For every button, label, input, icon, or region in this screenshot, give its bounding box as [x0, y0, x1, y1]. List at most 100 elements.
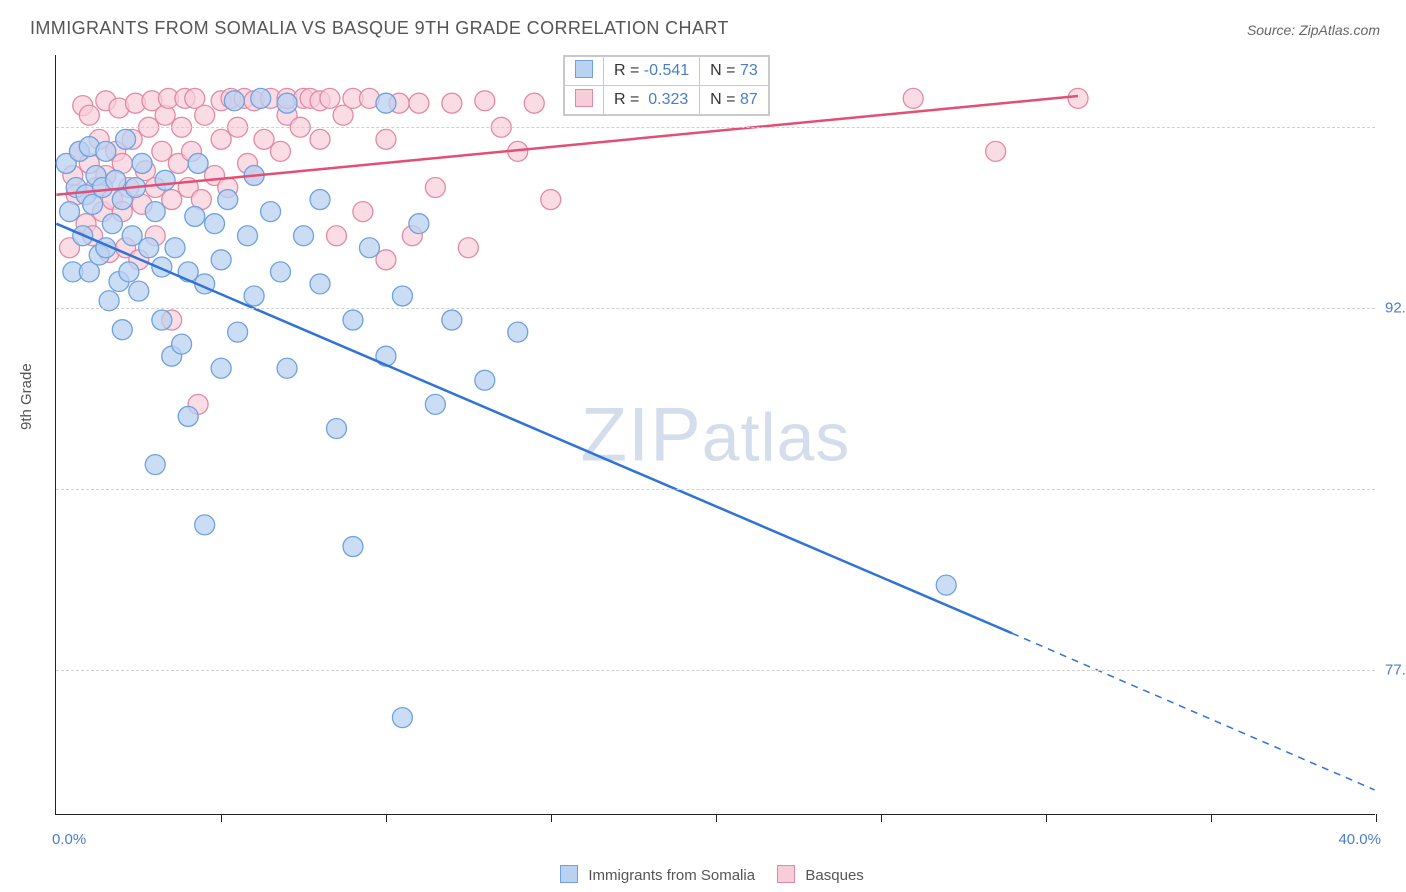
y-axis-label: 9th Grade	[18, 363, 35, 430]
basques-point	[79, 105, 99, 125]
basques-point	[327, 226, 347, 246]
basques-point	[458, 238, 478, 258]
basques-point	[986, 141, 1006, 161]
somalia-point	[376, 93, 396, 113]
somalia-point	[165, 238, 185, 258]
r-label: R =	[614, 62, 639, 79]
n-label: N =	[710, 62, 735, 79]
somalia-point	[155, 170, 175, 190]
chart-svg	[56, 55, 1375, 814]
somalia-point	[152, 310, 172, 330]
somalia-point	[132, 153, 152, 173]
basques-point	[442, 93, 462, 113]
source-prefix: Source:	[1247, 22, 1299, 38]
somalia-point	[218, 190, 238, 210]
somalia-point	[327, 418, 347, 438]
somalia-point	[277, 358, 297, 378]
somalia-point	[343, 537, 363, 557]
chart-title: IMMIGRANTS FROM SOMALIA VS BASQUE 9TH GR…	[30, 18, 729, 39]
plot-area: ZIPatlas R = -0.541 N = 73 R = 0.323 N =…	[55, 55, 1375, 815]
n-value-somalia: 73	[740, 62, 758, 79]
stats-row-somalia: R = -0.541 N = 73	[565, 57, 769, 86]
somalia-point	[119, 262, 139, 282]
somalia-point	[310, 274, 330, 294]
somalia-point	[96, 141, 116, 161]
legend-label-basques: Basques	[805, 867, 863, 884]
somalia-point	[211, 250, 231, 270]
somalia-point	[224, 91, 244, 111]
somalia-point	[116, 129, 136, 149]
basques-point	[353, 202, 373, 222]
basques-point	[320, 88, 340, 108]
somalia-point	[508, 322, 528, 342]
r-label: R =	[614, 91, 639, 108]
r-value-somalia: -0.541	[644, 62, 689, 79]
basques-point	[409, 93, 429, 113]
somalia-point	[211, 358, 231, 378]
somalia-point	[270, 262, 290, 282]
r-value-basques: 0.323	[648, 91, 688, 108]
somalia-point	[112, 320, 132, 340]
gridline-horizontal	[56, 308, 1375, 309]
somalia-point	[195, 515, 215, 535]
somalia-point	[277, 93, 297, 113]
x-axis-tick	[1046, 814, 1047, 822]
gridline-horizontal	[56, 489, 1375, 490]
n-label: N =	[710, 91, 735, 108]
x-axis-tick	[1211, 814, 1212, 822]
basques-point	[152, 141, 172, 161]
basques-point	[541, 190, 561, 210]
basques-point	[1068, 88, 1088, 108]
basques-point	[270, 141, 290, 161]
gridline-horizontal	[56, 127, 1375, 128]
x-axis-tick	[881, 814, 882, 822]
legend-label-somalia: Immigrants from Somalia	[588, 867, 755, 884]
gridline-horizontal	[56, 670, 1375, 671]
somalia-point	[409, 214, 429, 234]
chart-source: Source: ZipAtlas.com	[1247, 22, 1380, 38]
legend-swatch-somalia	[560, 865, 578, 883]
somalia-point	[188, 153, 208, 173]
somalia-point	[122, 226, 142, 246]
somalia-point	[251, 88, 271, 108]
correlation-stats-box: R = -0.541 N = 73 R = 0.323 N = 87	[563, 55, 770, 116]
somalia-point	[205, 214, 225, 234]
trend-line	[56, 224, 1012, 634]
trend-line	[1012, 633, 1375, 790]
somalia-point	[129, 281, 149, 301]
somalia-point	[392, 708, 412, 728]
basques-point	[195, 105, 215, 125]
somalia-point	[178, 406, 198, 426]
somalia-point	[392, 286, 412, 306]
somalia-point	[185, 206, 205, 226]
source-name: ZipAtlas.com	[1299, 22, 1380, 38]
basques-point	[425, 178, 445, 198]
legend-swatch-basques	[777, 865, 795, 883]
x-axis-label-max: 40.0%	[1338, 831, 1381, 848]
n-value-basques: 87	[740, 91, 758, 108]
basques-point	[475, 91, 495, 111]
somalia-point	[145, 455, 165, 475]
somalia-point	[139, 238, 159, 258]
x-axis-tick	[551, 814, 552, 822]
basques-point	[376, 250, 396, 270]
y-axis-tick-label: 92.5%	[1385, 300, 1406, 317]
somalia-point	[310, 190, 330, 210]
somalia-point	[343, 310, 363, 330]
y-axis-tick-label: 77.5%	[1385, 662, 1406, 679]
x-axis-tick	[716, 814, 717, 822]
stats-row-basques: R = 0.323 N = 87	[565, 86, 769, 115]
somalia-point	[228, 322, 248, 342]
somalia-point	[294, 226, 314, 246]
basques-point	[162, 190, 182, 210]
somalia-point	[425, 394, 445, 414]
basques-point	[376, 129, 396, 149]
legend-bottom: Immigrants from Somalia Basques	[0, 865, 1406, 884]
somalia-point	[60, 202, 80, 222]
somalia-point	[261, 202, 281, 222]
x-axis-tick	[221, 814, 222, 822]
basques-point	[524, 93, 544, 113]
somalia-point	[442, 310, 462, 330]
somalia-point	[475, 370, 495, 390]
somalia-point	[244, 286, 264, 306]
